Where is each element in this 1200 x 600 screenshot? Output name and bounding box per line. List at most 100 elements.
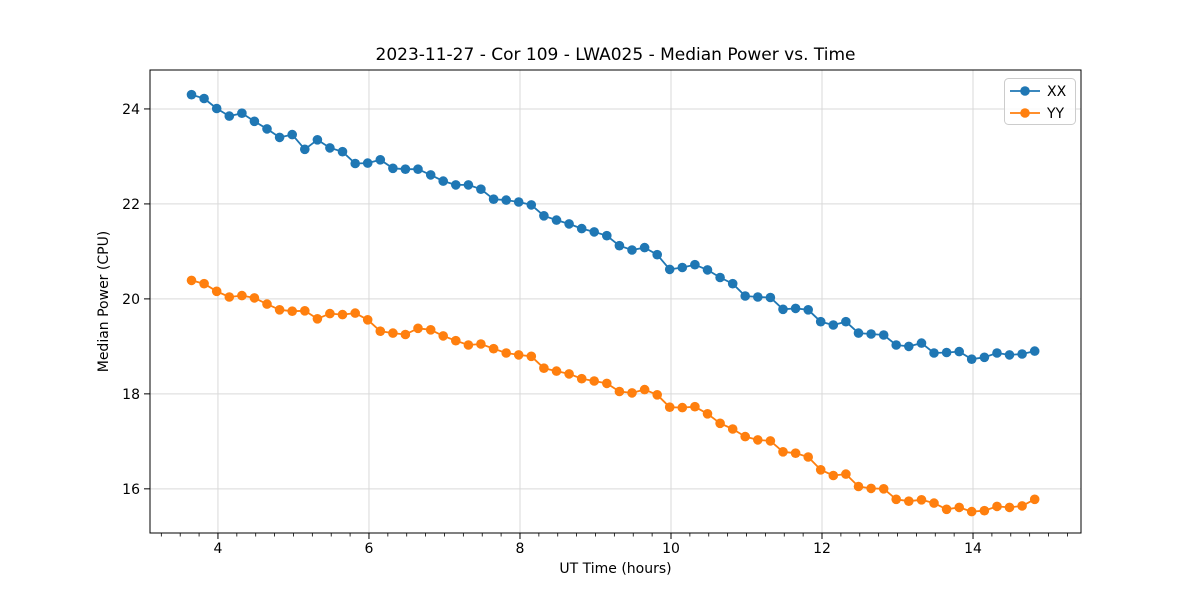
data-point-xx [526, 200, 537, 210]
data-point-yy [513, 350, 524, 360]
data-point-yy [300, 306, 310, 316]
data-point-xx [274, 132, 285, 143]
data-point-yy [350, 308, 361, 318]
data-point-xx [992, 348, 1002, 358]
data-point-yy [362, 315, 373, 325]
series-yy [186, 275, 1040, 517]
data-point-yy [564, 369, 574, 379]
data-point-yy [451, 335, 461, 346]
y-tick-label: 16 [122, 482, 140, 498]
data-point-yy [224, 292, 235, 302]
data-point-xx [1017, 349, 1027, 359]
data-point-xx [954, 346, 964, 357]
data-point-xx [312, 135, 323, 145]
data-point-yy [815, 465, 826, 475]
data-point-yy [589, 376, 599, 386]
data-point-xx [400, 164, 411, 174]
data-point-xx [664, 264, 675, 275]
data-point-xx [652, 249, 662, 260]
data-point-yy [312, 314, 323, 324]
data-point-xx [853, 328, 864, 338]
data-point-yy [702, 409, 713, 419]
data-point-yy [803, 452, 813, 462]
data-point-yy [1004, 502, 1015, 513]
data-point-yy [199, 278, 209, 289]
legend: XX YY [1004, 78, 1076, 125]
data-point-yy [614, 386, 625, 397]
data-point-xx [966, 354, 977, 365]
data-point-xx [362, 158, 373, 168]
data-point-xx [224, 111, 235, 121]
data-point-xx [589, 227, 599, 237]
data-point-xx [941, 347, 952, 358]
data-point-xx [501, 195, 512, 205]
data-point-xx [803, 305, 813, 315]
axes-layer: 4 6 8 10 12 14 16 18 20 22 24 [122, 69, 1082, 557]
y-tick-label: 18 [122, 387, 140, 403]
data-point-yy [488, 343, 499, 354]
data-point-xx [627, 245, 637, 255]
data-point-yy [929, 498, 939, 508]
data-point-xx [451, 180, 461, 190]
data-point-yy [954, 502, 964, 513]
data-point-yy [501, 348, 512, 358]
data-point-xx [614, 240, 625, 251]
data-point-xx [639, 242, 650, 253]
data-point-xx [878, 330, 889, 340]
grid-layer [150, 70, 1081, 533]
data-point-xx [211, 103, 222, 114]
data-point-yy [941, 504, 952, 515]
data-point-yy [186, 275, 197, 286]
data-point-xx [375, 155, 386, 165]
data-point-yy [438, 331, 449, 341]
data-point-yy [639, 384, 650, 395]
x-tick-label: 10 [662, 541, 680, 557]
data-point-xx [815, 316, 826, 327]
y-tick-label: 24 [122, 102, 140, 118]
data-point-yy [463, 340, 474, 350]
data-point-yy [602, 378, 612, 389]
legend-label: YY [1046, 106, 1065, 122]
data-point-xx [463, 180, 474, 190]
legend-entry-xx: XX [1010, 84, 1067, 100]
data-point-xx [237, 108, 247, 118]
data-point-yy [677, 402, 688, 413]
data-point-yy [375, 326, 386, 337]
data-point-xx [262, 124, 272, 134]
data-point-yy [778, 447, 788, 457]
data-point-xx [199, 93, 209, 104]
data-point-xx [866, 329, 876, 339]
data-point-xx [790, 303, 801, 314]
data-point-yy [853, 481, 864, 492]
data-point-xx [249, 116, 260, 127]
data-point-yy [690, 401, 700, 412]
data-point-xx [765, 292, 776, 303]
data-point-yy [627, 388, 637, 398]
data-point-xx [727, 278, 738, 289]
data-point-xx [677, 262, 688, 273]
data-point-xx [488, 194, 499, 204]
y-axis-label: Median Power (CPU) [96, 231, 112, 373]
data-point-xx [287, 129, 298, 140]
data-point-xx [740, 291, 750, 301]
data-point-xx [1029, 346, 1040, 356]
data-point-yy [790, 448, 801, 459]
data-point-yy [337, 309, 348, 320]
data-point-yy [753, 435, 763, 445]
legend-marker [1020, 86, 1030, 96]
data-point-yy [715, 418, 725, 429]
data-point-xx [904, 341, 914, 352]
data-point-xx [979, 352, 990, 363]
plot-frame [149, 69, 1082, 534]
y-tick-label: 22 [122, 197, 140, 213]
data-point-yy [904, 496, 914, 507]
data-point-yy [539, 363, 549, 374]
data-point-xx [539, 211, 549, 221]
data-point-xx [564, 219, 574, 229]
data-point-yy [388, 328, 398, 338]
data-point-yy [1029, 494, 1040, 505]
data-point-xx [438, 176, 449, 186]
data-point-yy [211, 286, 222, 297]
